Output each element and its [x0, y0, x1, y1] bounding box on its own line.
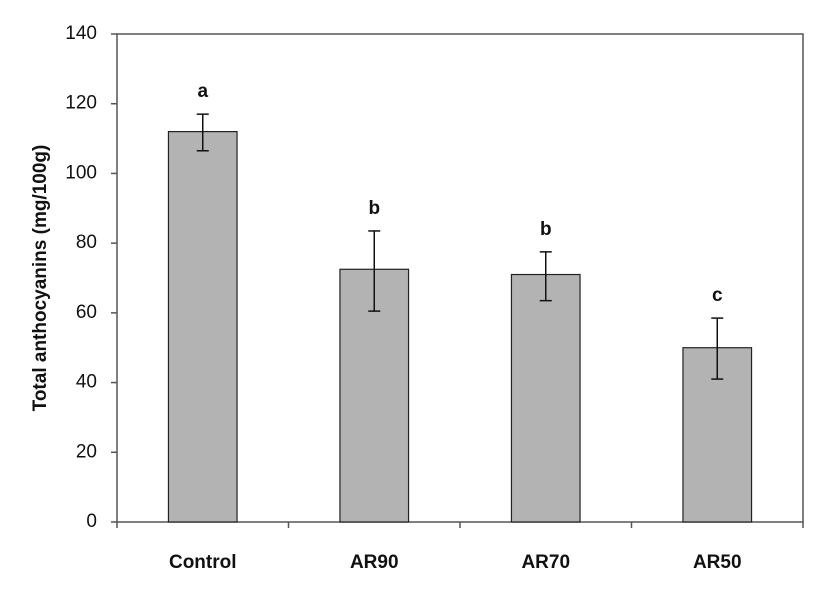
bar-control — [167, 131, 238, 523]
y-tick-label: 140 — [65, 23, 97, 44]
x-category-label-ar90: AR90 — [350, 552, 399, 573]
bar-ar70 — [510, 273, 581, 523]
x-category-labels: Control AR90 AR70 AR50 — [169, 552, 742, 573]
significance-letter-ar70: b — [540, 219, 552, 240]
significance-letter-control: a — [197, 81, 208, 102]
significance-letter-ar50: c — [712, 285, 723, 306]
x-category-label-ar50: AR50 — [693, 552, 742, 573]
y-tick-label: 100 — [65, 162, 97, 183]
y-tick-label: 80 — [76, 232, 97, 253]
y-axis-title: Total anthocyanins (mg/100g) — [30, 145, 51, 412]
x-axis-ticks — [116, 522, 804, 528]
y-tick-label: 40 — [76, 372, 97, 393]
y-tick-label: 60 — [76, 302, 97, 323]
y-tick-label: 20 — [76, 441, 97, 462]
y-tick-label: 120 — [65, 93, 97, 114]
x-category-label-ar70: AR70 — [521, 552, 570, 573]
x-category-label-control: Control — [169, 552, 237, 573]
y-tick-label: 0 — [86, 511, 97, 532]
y-axis-ticks: 0 20 40 60 80 100 120 140 — [65, 23, 117, 532]
error-bars — [196, 113, 724, 380]
significance-letter-ar90: b — [368, 198, 380, 219]
significance-letters: a b b c — [197, 81, 723, 306]
